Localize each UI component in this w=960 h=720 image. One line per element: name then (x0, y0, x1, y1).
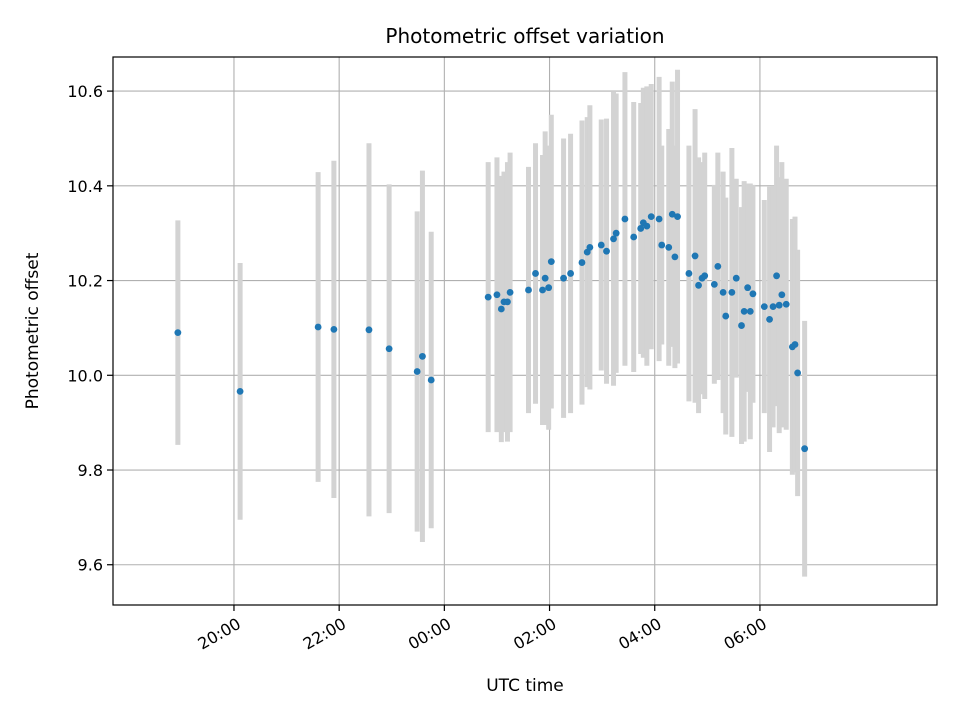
y-tick-label: 9.6 (78, 556, 103, 575)
data-point (746, 307, 754, 315)
data-point (413, 368, 421, 375)
x-tick-label: 02:00 (510, 614, 559, 654)
y-tick-label: 10.2 (67, 272, 103, 291)
data-point (695, 281, 702, 289)
data-point (597, 241, 605, 249)
data-point (539, 286, 546, 294)
data-point (330, 325, 338, 333)
data-point (647, 213, 655, 221)
data-point (719, 288, 727, 296)
plot-frame (112, 56, 938, 606)
data-point (655, 215, 663, 223)
x-axis-title: UTC time (486, 676, 564, 696)
data-point (674, 213, 681, 221)
data-point (419, 352, 426, 360)
x-tick-label: 06:00 (720, 614, 769, 654)
data-point (525, 286, 532, 294)
data-point (714, 262, 722, 270)
data-point (732, 274, 740, 282)
x-tick-label: 04:00 (615, 614, 664, 654)
data-point (668, 210, 676, 218)
data-point (740, 307, 748, 315)
data-point (547, 258, 555, 266)
data-points (174, 210, 809, 453)
data-point (791, 341, 799, 348)
data-point (658, 241, 666, 249)
data-point (782, 300, 790, 308)
data-point (385, 345, 393, 353)
data-point (506, 288, 514, 296)
data-point (691, 252, 699, 260)
data-point (578, 259, 586, 266)
data-point (769, 303, 777, 311)
data-point (545, 284, 553, 292)
data-point (174, 329, 182, 337)
data-point (685, 270, 693, 277)
y-tick-label: 10.4 (67, 177, 103, 196)
data-point (760, 303, 768, 311)
data-point (701, 272, 709, 280)
error-bars (175, 69, 808, 577)
data-point (567, 270, 574, 277)
data-point (766, 315, 773, 323)
data-point (749, 290, 757, 298)
data-point (621, 215, 629, 223)
data-point (484, 293, 492, 301)
data-point (722, 312, 730, 320)
data-point (504, 298, 511, 306)
data-point (610, 235, 617, 243)
data-point (560, 274, 567, 282)
data-point (738, 322, 745, 329)
grid-lines (113, 57, 937, 605)
data-point (728, 288, 736, 296)
chart-title: Photometric offset variation (385, 24, 664, 48)
data-point (541, 274, 549, 282)
data-point (497, 305, 505, 313)
x-tick-label: 22:00 (300, 614, 349, 654)
data-point (643, 222, 651, 230)
data-point (236, 387, 244, 395)
data-point (794, 369, 802, 377)
data-point (775, 301, 783, 309)
x-tick-label: 20:00 (195, 614, 244, 654)
data-point (586, 244, 594, 251)
data-point (365, 326, 373, 334)
y-tick-label: 10.0 (67, 366, 103, 385)
data-point (671, 253, 679, 261)
data-point (773, 272, 780, 280)
data-point (744, 284, 752, 292)
data-point (801, 445, 809, 453)
data-point (314, 323, 322, 331)
data-point (532, 270, 539, 277)
y-axis-title: Photometric offset (23, 252, 43, 409)
y-tick-label: 10.6 (67, 82, 103, 101)
data-point (630, 233, 638, 241)
data-point (427, 376, 435, 384)
y-tick-label: 9.8 (78, 461, 103, 480)
data-point (710, 280, 718, 288)
data-point (778, 291, 786, 299)
data-point (603, 247, 610, 255)
data-point (665, 244, 673, 251)
data-point (493, 291, 501, 299)
x-tick-label: 00:00 (405, 614, 454, 654)
data-point (612, 229, 620, 237)
data-point (637, 225, 645, 232)
